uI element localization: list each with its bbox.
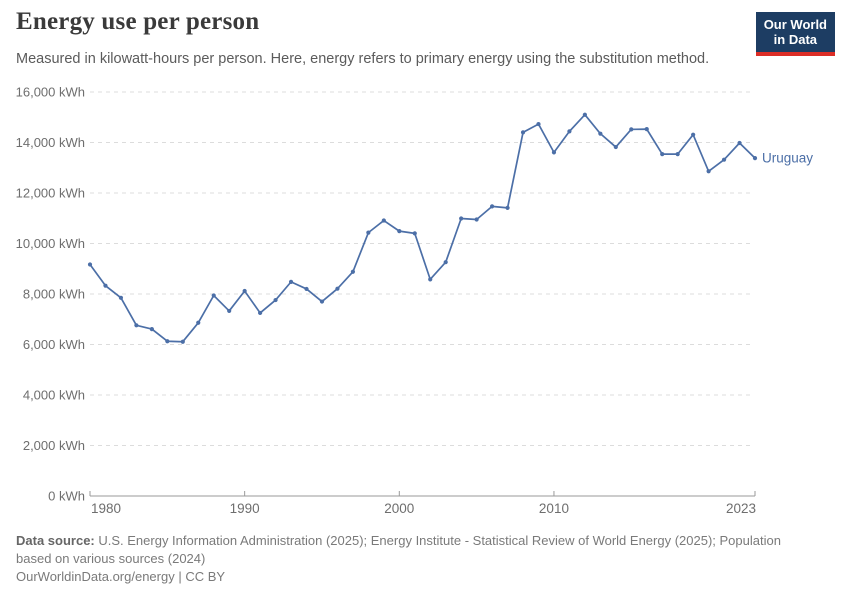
data-point[interactable]: [536, 121, 541, 127]
data-point[interactable]: [675, 152, 680, 157]
data-point[interactable]: [273, 297, 278, 303]
data-point[interactable]: [660, 152, 665, 157]
x-axis-label: 2023: [726, 501, 756, 516]
data-point[interactable]: [721, 157, 727, 162]
data-point[interactable]: [598, 131, 603, 136]
owid-logo-line1: Our World: [763, 17, 827, 32]
data-point[interactable]: [242, 288, 247, 294]
data-point[interactable]: [397, 229, 402, 234]
data-point[interactable]: [551, 150, 557, 155]
data-point[interactable]: [691, 132, 696, 137]
data-point[interactable]: [118, 295, 124, 300]
data-point[interactable]: [737, 140, 742, 146]
line-chart[interactable]: 0 kWh 2,000 kWh 4,000 kWh 6,000 kWh 8,000 kW…: [0, 80, 850, 530]
owid-logo[interactable]: Our World in Data: [755, 12, 835, 56]
y-axis-label: 10,000 kWh: [16, 236, 85, 251]
y-axis-label: 16,000 kWh: [16, 85, 85, 100]
data-point[interactable]: [629, 127, 634, 132]
data-point[interactable]: [443, 260, 448, 265]
data-source-label: Data source:: [16, 533, 95, 548]
data-point[interactable]: [149, 326, 154, 332]
page-title: Energy use per person: [16, 8, 260, 35]
y-axis-label: 4,000 kWh: [23, 388, 85, 403]
y-axis-label: 8,000 kWh: [23, 287, 85, 302]
y-axis-label: 0 kWh: [48, 489, 85, 504]
series-line-uruguay[interactable]: [89, 113, 756, 343]
data-point[interactable]: [227, 308, 232, 314]
data-point[interactable]: [335, 286, 340, 291]
x-axis-label: 1990: [230, 501, 260, 516]
data-point[interactable]: [582, 112, 587, 117]
x-axis-label: 1980: [91, 501, 121, 516]
y-axis-label: 14,000 kWh: [16, 135, 85, 150]
data-point[interactable]: [644, 127, 649, 132]
owid-logo-line2: in Data: [773, 32, 818, 48]
x-axis-label: 2000: [384, 501, 414, 516]
page-subtitle: Measured in kilowatt-hours per person. H…: [16, 51, 710, 67]
series-end-label[interactable]: Uruguay: [762, 151, 813, 166]
data-point[interactable]: [211, 293, 216, 298]
data-point[interactable]: [474, 217, 479, 222]
data-point[interactable]: [288, 279, 294, 284]
data-point[interactable]: [381, 218, 386, 223]
data-point[interactable]: [165, 339, 170, 344]
footer-link[interactable]: OurWorldinData.org/energy | CC BY: [16, 569, 226, 584]
data-point[interactable]: [613, 144, 618, 150]
data-point[interactable]: [428, 277, 433, 282]
data-point[interactable]: [567, 129, 572, 134]
data-point[interactable]: [134, 323, 139, 328]
x-axis-label: 2010: [539, 501, 569, 516]
data-source-text: U.S. Energy Information Administration (…: [16, 533, 781, 567]
data-point[interactable]: [505, 205, 510, 210]
y-axis-label: 2,000 kWh: [23, 438, 85, 453]
data-point[interactable]: [366, 230, 371, 235]
data-point[interactable]: [304, 286, 309, 292]
data-point[interactable]: [319, 299, 325, 304]
data-source: Data source: U.S. Energy Information Adm…: [16, 532, 818, 569]
data-point[interactable]: [459, 216, 464, 221]
data-point[interactable]: [489, 204, 495, 209]
data-point[interactable]: [412, 231, 417, 236]
data-point[interactable]: [258, 310, 263, 316]
y-axis-label: 6,000 kWh: [23, 337, 85, 352]
y-axis-label: 12,000 kWh: [16, 186, 85, 201]
data-point[interactable]: [103, 283, 108, 288]
data-point[interactable]: [350, 269, 356, 274]
data-point[interactable]: [180, 339, 185, 344]
data-point[interactable]: [196, 320, 201, 325]
data-point[interactable]: [520, 130, 526, 135]
data-point[interactable]: [706, 169, 711, 174]
data-point[interactable]: [87, 262, 93, 267]
data-point[interactable]: [752, 156, 758, 161]
